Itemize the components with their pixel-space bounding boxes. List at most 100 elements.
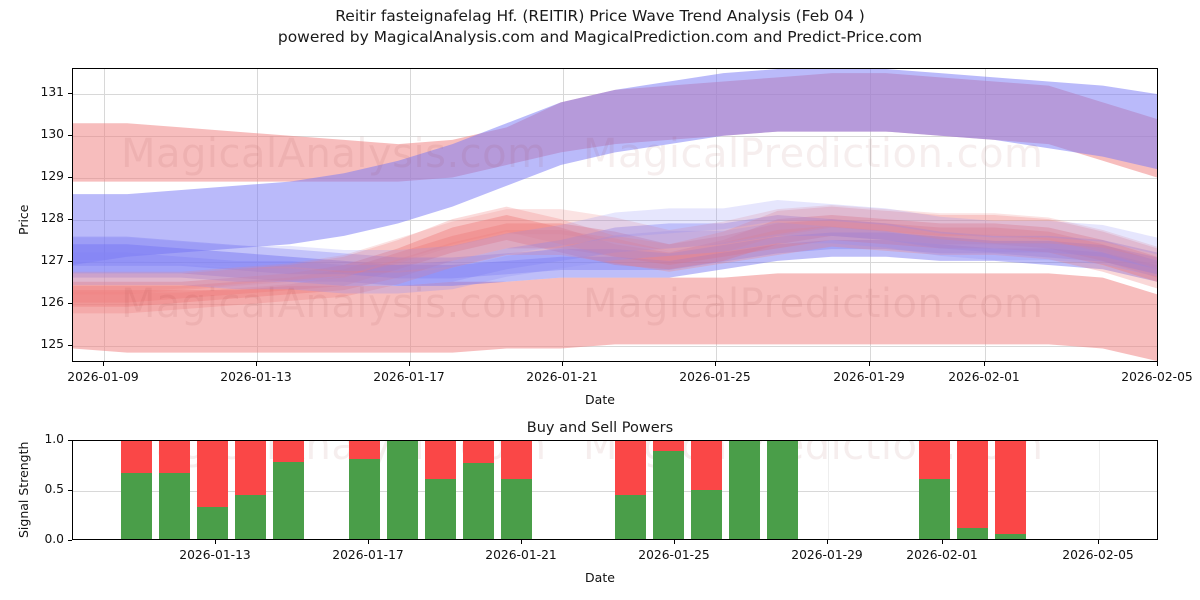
power-bar[interactable] <box>159 441 190 539</box>
buy-sell-powers-plot: MagicalAnalysis.com MagicalPrediction.co… <box>72 440 1158 540</box>
power-y-tick-mark <box>68 490 72 491</box>
power-x-tick-label: 2026-02-01 <box>906 548 978 562</box>
sell-power-segment <box>273 441 304 462</box>
buy-power-segment <box>691 490 722 539</box>
power-x-tick-mark <box>1098 540 1099 544</box>
power-bar[interactable] <box>615 441 646 539</box>
power-y-tick-label: 1.0 <box>44 432 64 446</box>
power-bar[interactable] <box>197 441 228 539</box>
power-bar[interactable] <box>121 441 152 539</box>
price-x-tick-label: 2026-01-29 <box>833 370 905 384</box>
power-x-tick-label: 2026-01-13 <box>179 548 251 562</box>
power-bar[interactable] <box>349 441 380 539</box>
power-x-axis-label: Date <box>585 570 615 585</box>
buy-power-segment <box>729 441 760 539</box>
buy-power-segment <box>653 450 684 539</box>
power-bar[interactable] <box>387 441 418 539</box>
price-wave-plot: MagicalAnalysis.com MagicalPrediction.co… <box>72 68 1158 362</box>
sell-power-segment <box>425 441 456 480</box>
price-y-tick-mark <box>68 345 72 347</box>
power-y-tick-mark <box>68 440 72 441</box>
price-x-tick-mark <box>409 362 410 366</box>
price-y-tick-label: 130 <box>40 127 64 142</box>
buy-power-segment <box>995 534 1026 539</box>
price-y-tick-mark <box>68 93 72 95</box>
buy-power-segment <box>159 473 190 539</box>
price-gridline-h <box>73 346 1157 348</box>
power-gridline-v <box>828 441 829 539</box>
price-y-tick-mark <box>68 303 72 305</box>
power-x-tick-label: 2026-01-17 <box>332 548 404 562</box>
power-bar[interactable] <box>691 441 722 539</box>
price-band-echo-6 <box>73 200 1157 271</box>
power-bar[interactable] <box>425 441 456 539</box>
price-y-tick-label: 131 <box>40 85 64 100</box>
sell-power-segment <box>159 441 190 474</box>
price-gridline-v <box>563 69 564 361</box>
price-y-tick-mark <box>68 177 72 179</box>
power-bar[interactable] <box>235 441 266 539</box>
sell-power-segment <box>197 441 228 507</box>
buy-power-segment <box>273 461 304 539</box>
price-x-tick-label: 2026-02-01 <box>948 370 1020 384</box>
buy-power-segment <box>615 494 646 539</box>
power-bar[interactable] <box>995 441 1026 539</box>
price-y-tick-mark <box>68 219 72 221</box>
price-y-tick-label: 127 <box>40 253 64 268</box>
sell-power-segment <box>691 441 722 490</box>
power-bar[interactable] <box>957 441 988 539</box>
power-x-tick-mark <box>827 540 828 544</box>
sell-power-segment <box>995 441 1026 535</box>
sell-power-segment <box>501 441 532 480</box>
price-x-tick-label: 2026-02-05 <box>1121 370 1193 384</box>
price-band-6 <box>73 215 1157 303</box>
price-band-5 <box>73 219 1157 307</box>
power-x-tick-label: 2026-01-29 <box>791 548 863 562</box>
price-x-tick-mark <box>984 362 985 366</box>
sell-power-segment <box>957 441 988 529</box>
price-gridline-h <box>73 220 1157 222</box>
power-gridline-v <box>1099 441 1100 539</box>
sell-power-segment <box>235 441 266 495</box>
price-band-echo-1 <box>73 232 1157 279</box>
price-x-tick-mark <box>256 362 257 366</box>
price-band-echo-2 <box>73 225 1157 314</box>
price-gridline-v <box>716 69 717 361</box>
price-band-echo-3 <box>73 206 1157 295</box>
sell-power-segment <box>653 441 684 451</box>
price-gridline-v <box>985 69 986 361</box>
price-band-3 <box>73 273 1157 361</box>
price-band-4 <box>73 240 1157 286</box>
power-x-tick-label: 2026-02-05 <box>1062 548 1134 562</box>
price-y-tick-label: 125 <box>40 337 64 352</box>
price-x-tick-label: 2026-01-13 <box>220 370 292 384</box>
price-gridline-h <box>73 178 1157 180</box>
price-x-tick-mark <box>562 362 563 366</box>
power-bar[interactable] <box>463 441 494 539</box>
price-wave-bands <box>73 69 1157 361</box>
price-gridline-v <box>870 69 871 361</box>
power-x-tick-label: 2026-01-21 <box>485 548 557 562</box>
page-subtitle: powered by MagicalAnalysis.com and Magic… <box>277 28 923 46</box>
power-x-tick-label: 2026-01-25 <box>638 548 710 562</box>
price-axis-label: Price <box>16 204 31 236</box>
price-x-tick-label: 2026-01-17 <box>373 370 445 384</box>
price-x-tick-mark <box>869 362 870 366</box>
page-title: Reitir fasteignafelag Hf. (REITIR) Price… <box>335 7 865 25</box>
power-bar[interactable] <box>919 441 950 539</box>
price-x-tick-label: 2026-01-09 <box>67 370 139 384</box>
sell-power-segment <box>121 441 152 474</box>
buy-power-segment <box>387 441 418 539</box>
price-y-tick-mark <box>68 135 72 137</box>
power-bar[interactable] <box>729 441 760 539</box>
price-y-tick-label: 128 <box>40 211 64 226</box>
power-bar[interactable] <box>273 441 304 539</box>
power-bar[interactable] <box>653 441 684 539</box>
power-x-tick-mark <box>521 540 522 544</box>
price-x-tick-label: 2026-01-21 <box>526 370 598 384</box>
sell-power-segment <box>615 441 646 495</box>
power-bar[interactable] <box>501 441 532 539</box>
power-bar[interactable] <box>767 441 798 539</box>
power-x-tick-mark <box>942 540 943 544</box>
